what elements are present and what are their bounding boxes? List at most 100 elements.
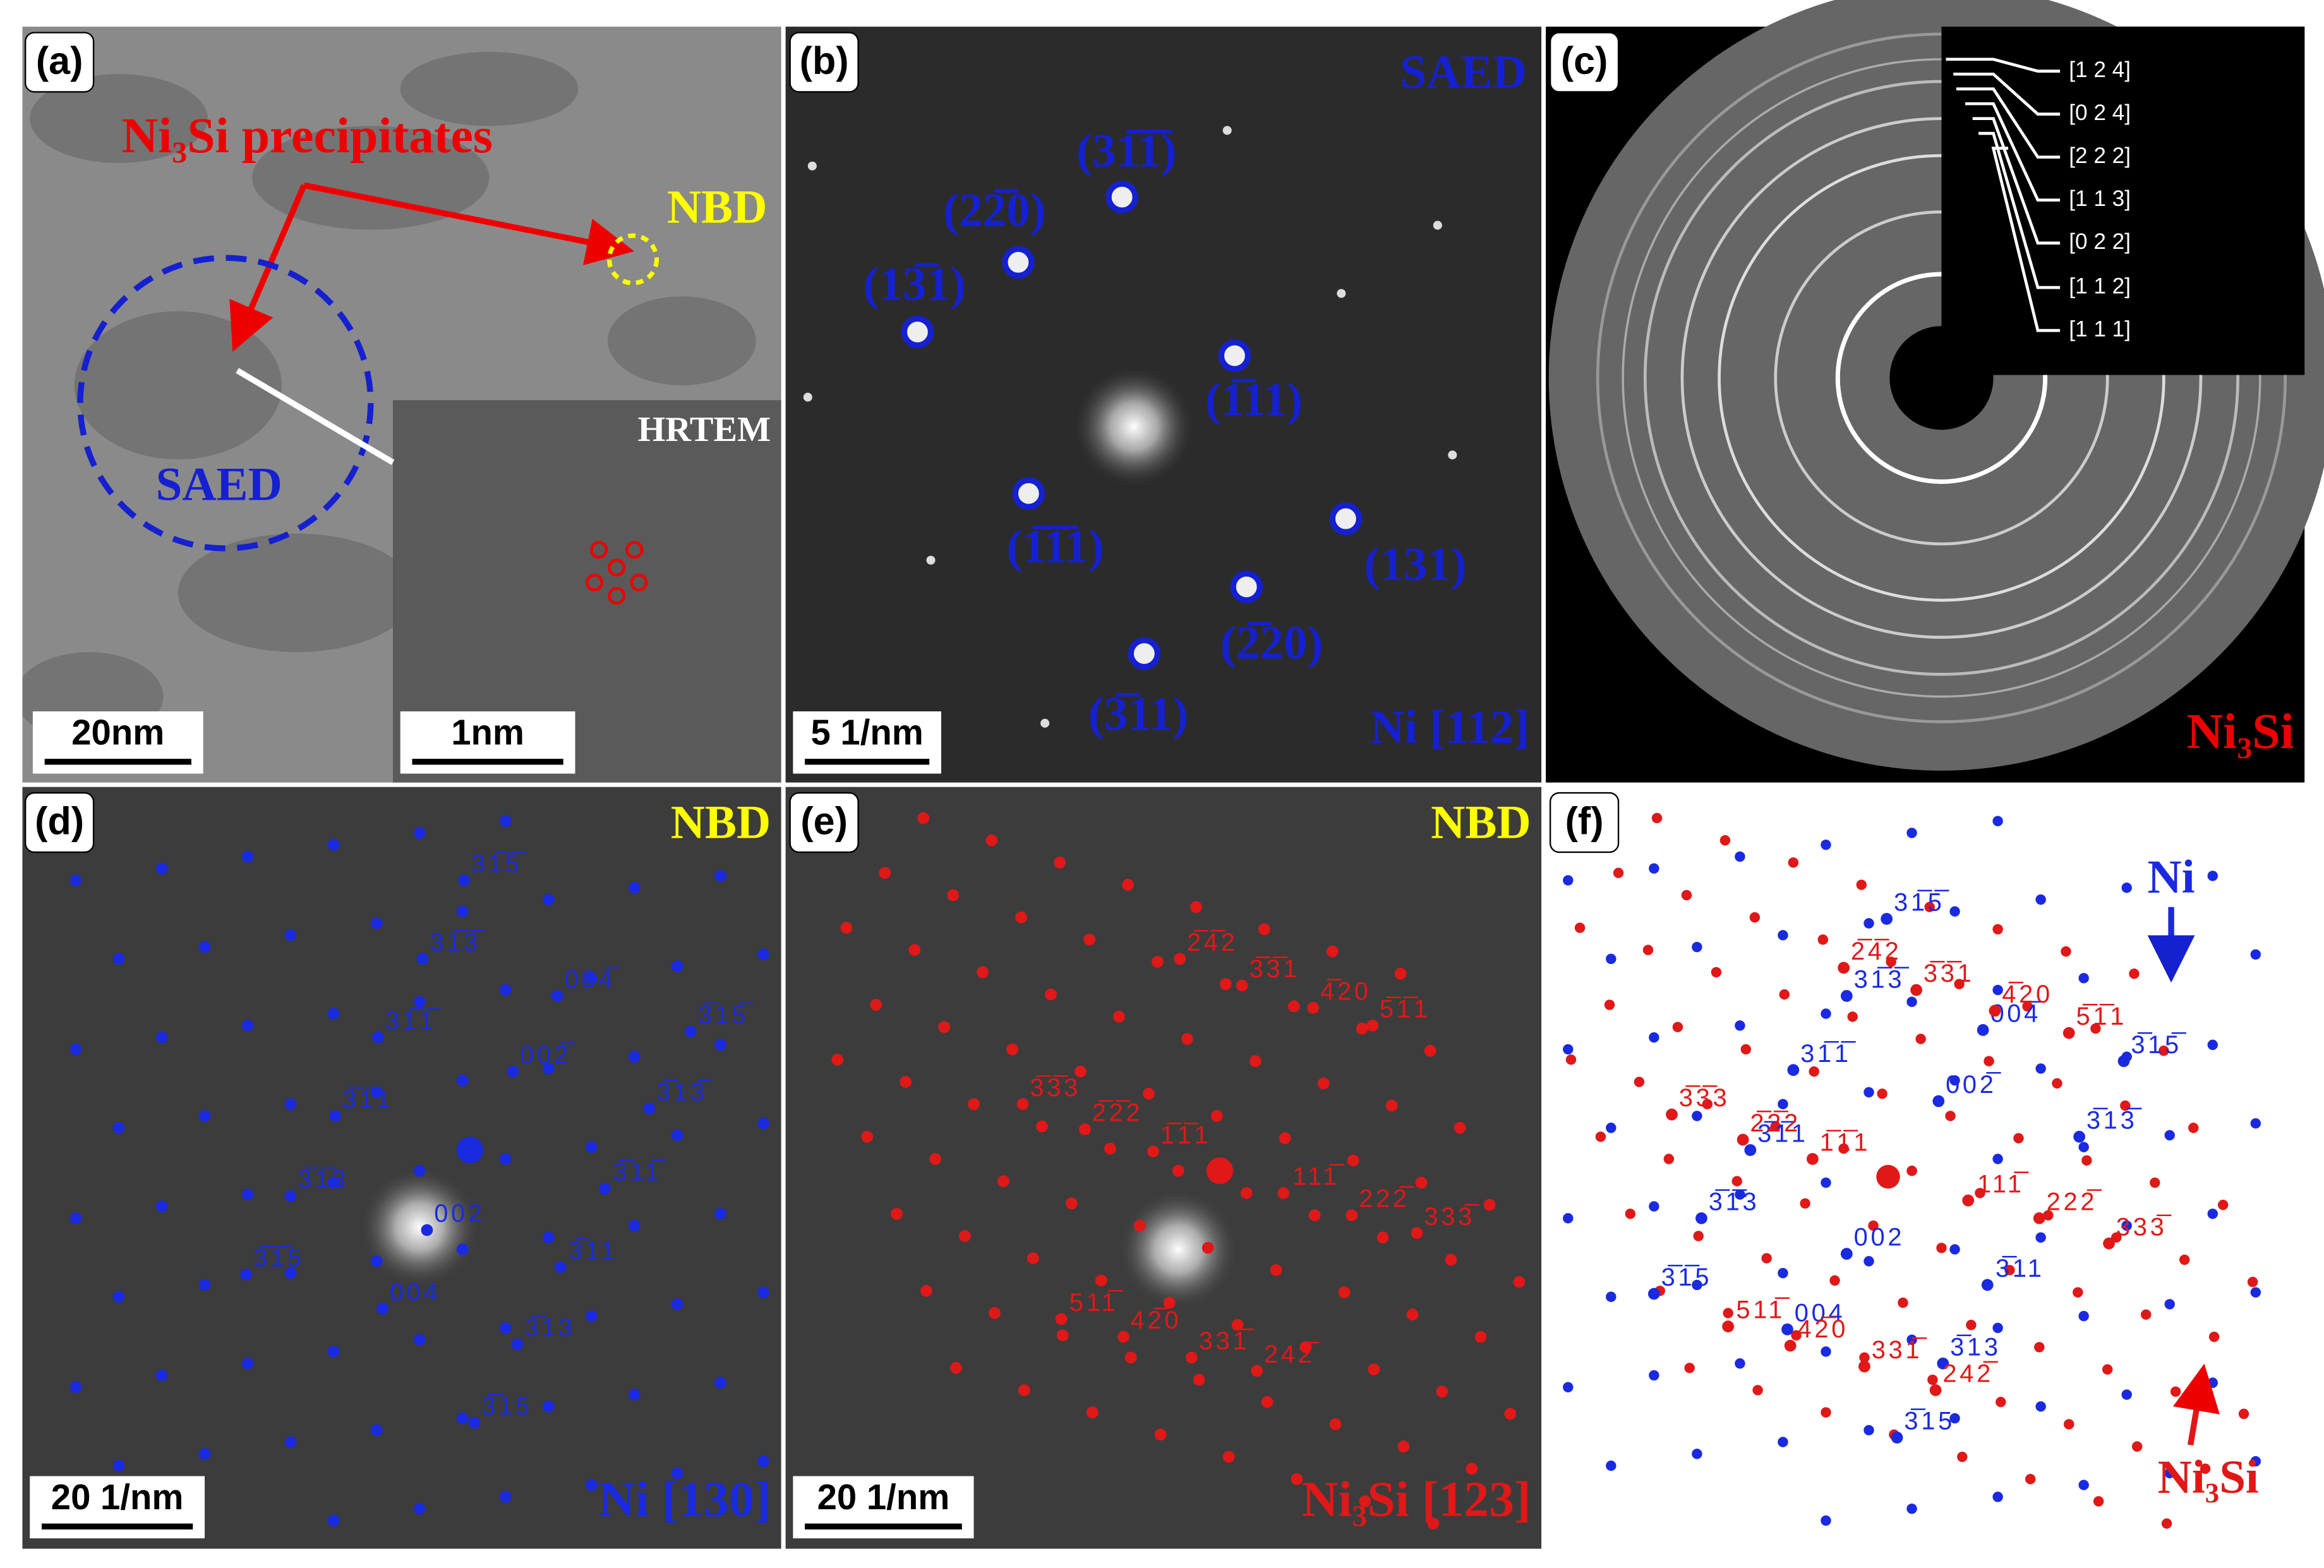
- spot: [1565, 1054, 1577, 1065]
- spot: [1915, 1034, 1926, 1044]
- spot: [1778, 1437, 1788, 1447]
- spot: [2238, 1408, 2249, 1420]
- spot: [1932, 1095, 1945, 1107]
- center-spot: [1876, 1164, 1900, 1189]
- annotation: (3̅11): [1088, 688, 1188, 740]
- ring-label: [1 1 2]: [2069, 274, 2131, 298]
- spot: [327, 1008, 340, 1020]
- inset-pointer: [236, 368, 395, 465]
- spot: [1222, 1450, 1235, 1463]
- spot: [1356, 1022, 1368, 1035]
- spot: [198, 1447, 211, 1460]
- spot: [901, 315, 934, 349]
- spot: [1595, 1131, 1606, 1142]
- spot-label: 3̅15: [1904, 1408, 1955, 1435]
- spot: [1863, 918, 1874, 929]
- spot: [1684, 1363, 1695, 1373]
- spot-label: 002: [1854, 1224, 1905, 1251]
- spot: [1966, 1320, 1977, 1330]
- spot: [1681, 890, 1692, 901]
- spot: [1945, 1111, 1956, 1121]
- spot: [284, 929, 297, 941]
- spot: [507, 1065, 519, 1078]
- spot: [585, 1479, 598, 1492]
- spot: [2140, 1309, 2152, 1320]
- spot: [1606, 1123, 1617, 1133]
- spot: [1949, 906, 1960, 917]
- spot: [456, 1074, 469, 1087]
- spot-label: 242̅: [1264, 1341, 1320, 1368]
- spot: [1868, 1220, 1879, 1231]
- spot: [155, 862, 168, 875]
- spot: [1415, 1176, 1428, 1189]
- spot: [2129, 968, 2140, 979]
- spot: [1251, 1365, 1263, 1377]
- spot: [2250, 1118, 2261, 1129]
- spot: [920, 1284, 932, 1297]
- leader-line: [1978, 131, 2061, 289]
- spot: [1949, 1413, 1960, 1424]
- spot: [241, 1020, 254, 1032]
- spot: [1018, 1384, 1030, 1396]
- spot: [2121, 883, 2132, 893]
- spot-label: 111̅: [1977, 1170, 2029, 1198]
- spot: [1329, 1418, 1342, 1430]
- spot: [1992, 1154, 2003, 1164]
- spot: [1891, 1432, 1903, 1444]
- spot: [1929, 1384, 1942, 1396]
- spot: [1840, 990, 1853, 1002]
- spot: [2207, 1209, 2218, 1219]
- spot: [1784, 1339, 1797, 1352]
- spot: [1317, 1077, 1330, 1090]
- spot: [1649, 1032, 1659, 1043]
- nbd-area: [606, 233, 659, 286]
- spot: [198, 1110, 211, 1122]
- spot: [1781, 1323, 1793, 1336]
- spot: [968, 1098, 980, 1111]
- spot: [1821, 1346, 1831, 1357]
- spot: [456, 1243, 469, 1256]
- spot: [714, 1377, 726, 1389]
- spot: [803, 392, 812, 402]
- annotation: (13̅1): [863, 258, 966, 311]
- arrow: [2172, 1363, 2220, 1446]
- spot: [1735, 851, 1745, 862]
- spot: [1104, 1142, 1116, 1155]
- spot: [1962, 1194, 1975, 1207]
- spot: [1143, 1087, 1155, 1100]
- spot-label: 004: [1795, 1299, 1846, 1327]
- spot: [413, 1502, 426, 1515]
- spot: [1186, 1351, 1198, 1364]
- spot: [628, 881, 641, 894]
- annotation: NBD: [1431, 796, 1531, 848]
- scale-label: 20 1/nm: [51, 1477, 184, 1517]
- panel-label-box: [1549, 32, 1620, 93]
- spot: [1040, 718, 1050, 728]
- annotation: (2̅20): [1220, 617, 1323, 669]
- spot: [1749, 912, 1761, 923]
- spot: [585, 972, 598, 984]
- spot: [370, 1086, 383, 1099]
- panel-label-box: [789, 792, 859, 853]
- spot-label: 3̅15̅: [2131, 1031, 2186, 1059]
- spot: [1649, 1370, 1659, 1381]
- annotation: Ni [130]: [599, 1471, 771, 1527]
- spot-label: 511̅: [1069, 1289, 1123, 1317]
- spot: [1863, 1425, 1874, 1436]
- spot: [456, 905, 469, 918]
- scale-label: 20 1/nm: [817, 1477, 950, 1517]
- spot: [1735, 1358, 1745, 1369]
- spot: [628, 1219, 641, 1232]
- spot-label: 3̅15: [481, 1392, 533, 1420]
- spot: [1702, 1099, 1713, 1109]
- spot-label: 3̅3̅1: [1249, 955, 1300, 983]
- spot: [1015, 911, 1028, 924]
- spot: [1910, 984, 1922, 996]
- spot: [1337, 289, 1346, 298]
- spot-label: 31̅3̅: [1854, 966, 1910, 994]
- spot: [1606, 953, 1617, 965]
- spot: [499, 984, 512, 996]
- ring-label: [1 1 3]: [2069, 186, 2131, 211]
- spot: [1424, 1044, 1436, 1057]
- spot: [1898, 1297, 1908, 1308]
